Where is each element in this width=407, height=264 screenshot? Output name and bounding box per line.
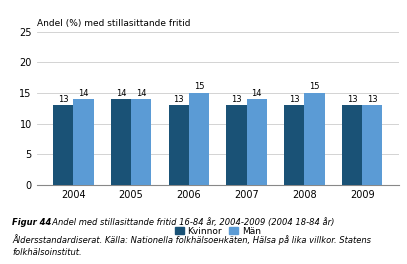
Bar: [111, 99, 131, 185]
Text: folkhälsoinstitut.: folkhälsoinstitut.: [12, 248, 82, 257]
Text: 13: 13: [173, 95, 184, 104]
Text: 13: 13: [289, 95, 300, 104]
Text: Åldersstandardiserat. Källa: Nationella folkhälsoенkäten, Hälsa på lika villkor.: Åldersstandardiserat. Källa: Nationella …: [12, 234, 371, 244]
Bar: [53, 105, 73, 185]
Text: . Andel med stillasittande fritid 16-84 år, 2004-2009 (2004 18-84 år): . Andel med stillasittande fritid 16-84 …: [47, 218, 334, 227]
Text: 15: 15: [194, 82, 204, 91]
Text: Figur 44: Figur 44: [12, 218, 52, 227]
Text: 13: 13: [231, 95, 242, 104]
Bar: [304, 93, 325, 185]
Text: Andel (%) med stillasittande fritid: Andel (%) med stillasittande fritid: [37, 19, 190, 28]
Text: 13: 13: [58, 95, 68, 104]
Bar: [226, 105, 247, 185]
Text: 13: 13: [367, 95, 378, 104]
Legend: Kvinnor, Män: Kvinnor, Män: [171, 223, 265, 239]
Bar: [284, 105, 304, 185]
Bar: [189, 93, 209, 185]
Bar: [247, 99, 267, 185]
Text: 15: 15: [309, 82, 320, 91]
Text: 14: 14: [252, 88, 262, 97]
Text: 13: 13: [347, 95, 357, 104]
Bar: [131, 99, 151, 185]
Bar: [362, 105, 383, 185]
Bar: [342, 105, 362, 185]
Text: 14: 14: [116, 88, 126, 97]
Bar: [168, 105, 189, 185]
Bar: [73, 99, 94, 185]
Text: 14: 14: [136, 88, 147, 97]
Text: 14: 14: [78, 88, 89, 97]
